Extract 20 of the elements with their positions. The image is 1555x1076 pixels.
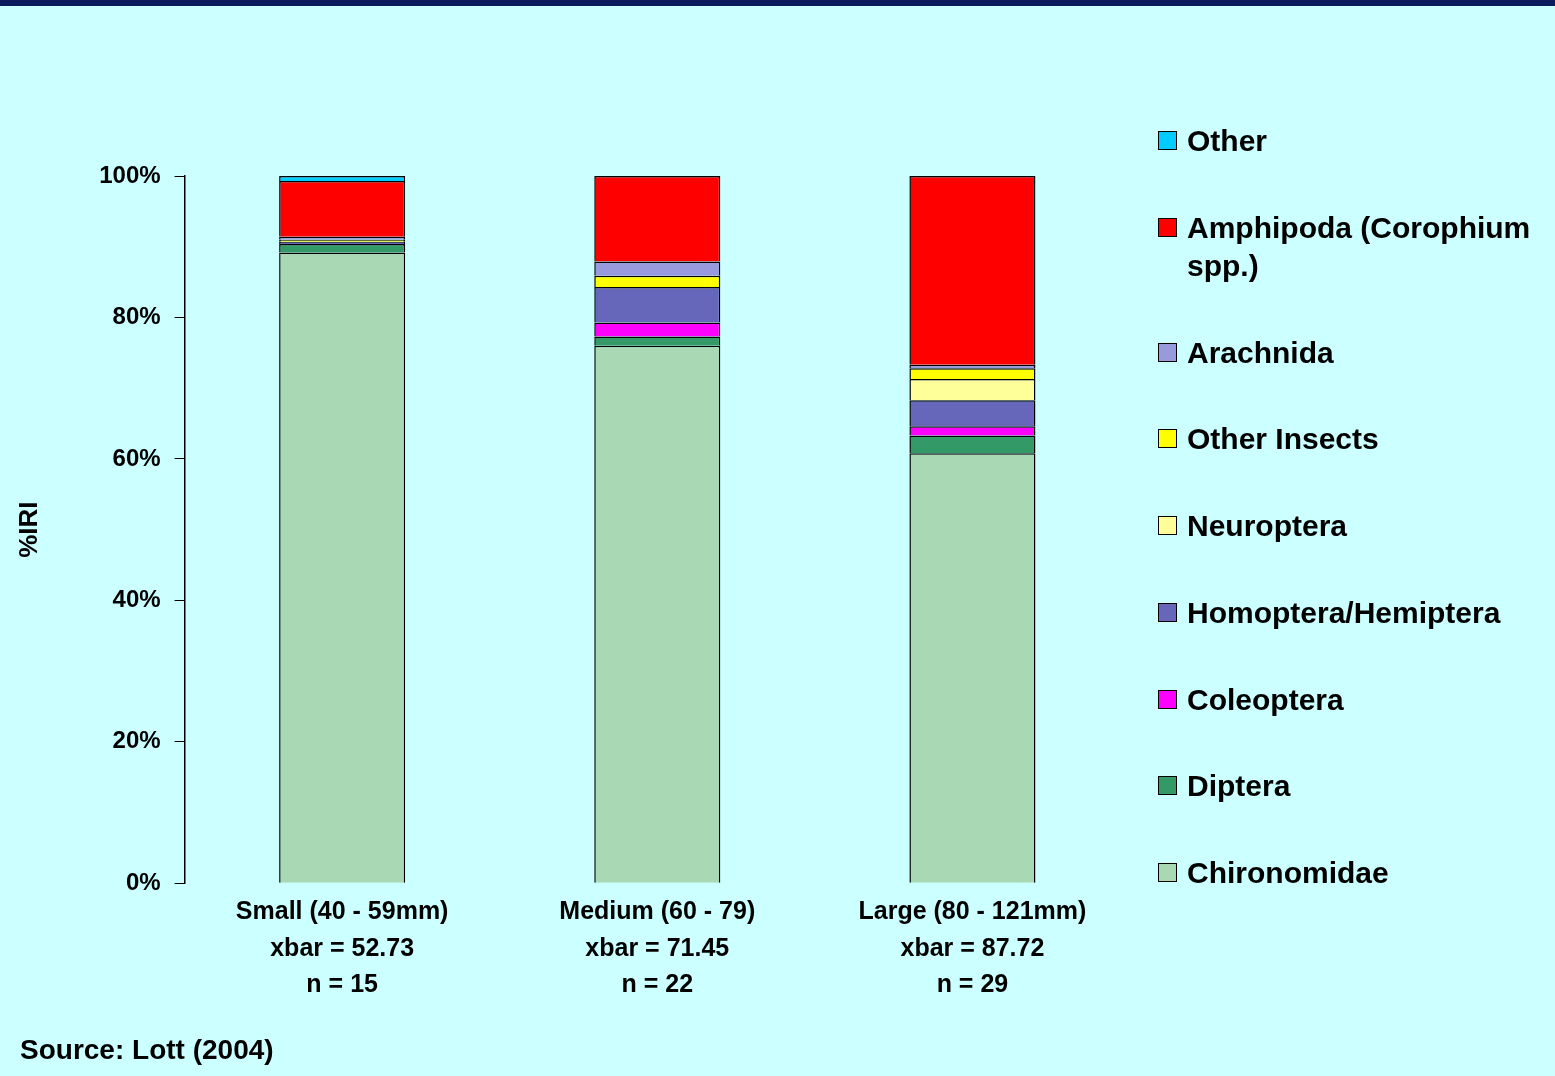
legend-label: Coleoptera (1187, 681, 1344, 718)
y-tick-label: 20% (112, 726, 161, 754)
y-tick-label: 100% (99, 160, 161, 188)
legend-label: Amphipoda (Corophium spp.) (1187, 209, 1532, 284)
legend-label: Homoptera/Hemiptera (1187, 594, 1501, 631)
y-tick-label: 60% (112, 443, 161, 471)
y-tick-label: 40% (112, 584, 161, 612)
x-tick-label: Small (40 - 59mm) xbar = 52.73 n = 15 (235, 896, 449, 997)
y-axis-title: %IRI (12, 501, 43, 558)
legend-label: Diptera (1187, 768, 1291, 805)
y-tick-label: 0% (125, 867, 161, 895)
y-tick-label: 80% (112, 302, 161, 330)
legend-label: Chironomidae (1187, 855, 1389, 891)
x-tick-label: Large (80 - 121mm) xbar = 87.72 n = 29 (858, 896, 1087, 997)
legend-label: Arachnida (1187, 334, 1334, 371)
legend-label: Other Insects (1187, 421, 1379, 458)
legend-label: Neuroptera (1187, 508, 1348, 544)
source-note: Source: Lott (2004) (20, 1034, 274, 1066)
legend-label: Other (1187, 123, 1268, 159)
x-tick-label: Medium (60 - 79) xbar = 71.45 n = 22 (559, 896, 756, 997)
